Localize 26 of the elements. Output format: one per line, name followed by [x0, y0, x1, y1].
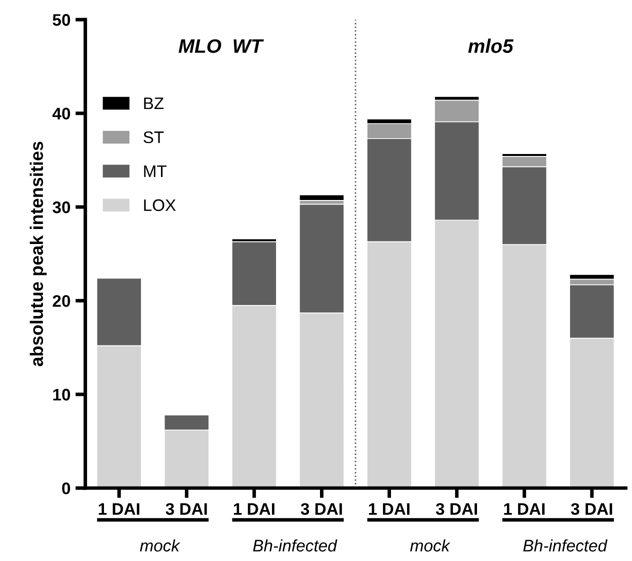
text: mock [410, 539, 450, 552]
legend-label: ST [144, 131, 164, 144]
x-tick-label: 1 DAI [369, 503, 410, 515]
y-tick-label: 10 [53, 388, 70, 401]
x-tick-label: 3 DAI [166, 503, 207, 515]
y-tick-label: 0 [62, 482, 70, 494]
x-tick-label: 3 DAI [300, 503, 342, 515]
bar [299, 194, 344, 201]
x-tick-label: 1 DAI [504, 503, 545, 515]
annotation: mlo5 [468, 38, 514, 53]
legend-label: BZ [144, 98, 164, 110]
text: Bh-infected [523, 539, 608, 552]
x-tick-label: 3 DAI [570, 503, 612, 515]
y-tick-label: 20 [52, 295, 70, 307]
y-tick-label: 40 [52, 108, 70, 120]
text: Bh-infected [253, 539, 338, 552]
y-axis-title: absolutue peak intensities [30, 142, 47, 366]
x-tick-label: 1 DAI [234, 503, 274, 515]
legend-label: LOX [144, 199, 176, 212]
x-tick-label: 3 DAI [436, 503, 478, 515]
y-tick-label: 30 [52, 201, 70, 214]
annotation: MLO WT [178, 39, 264, 53]
y-tick-label: 50 [52, 14, 70, 26]
legend-label: MT [144, 166, 166, 177]
text: mock [140, 539, 180, 552]
x-tick-label: 1 DAI [98, 503, 140, 515]
